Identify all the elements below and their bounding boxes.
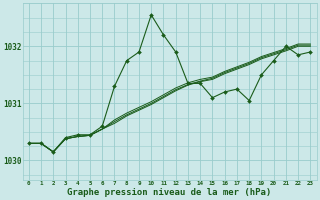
X-axis label: Graphe pression niveau de la mer (hPa): Graphe pression niveau de la mer (hPa) <box>68 188 272 197</box>
